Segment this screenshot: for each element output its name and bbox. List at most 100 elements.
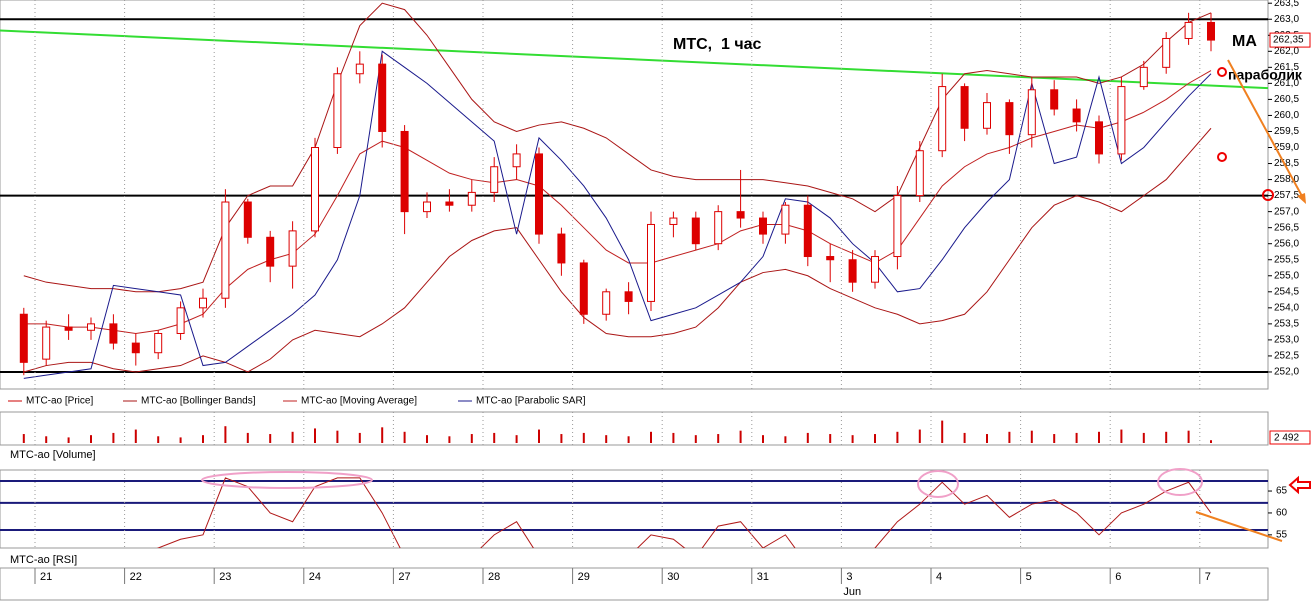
x-tick-label: 31: [757, 571, 769, 583]
arrow: [1227, 59, 1304, 199]
volume-bar: [112, 432, 115, 443]
candle-body: [1095, 121, 1103, 155]
candle-body: [871, 256, 879, 283]
candle-body: [512, 153, 521, 168]
volume-bar: [806, 432, 809, 443]
candle-body: [669, 217, 678, 225]
y-tick-label: 254,5: [1274, 286, 1299, 297]
candle-body: [1207, 21, 1215, 41]
candle-body: [803, 204, 812, 258]
x-tick-label: 22: [130, 571, 142, 583]
trend-line: [0, 29, 1268, 90]
volume-bar: [22, 434, 25, 443]
volume-bar: [448, 436, 451, 443]
legend-label: MTC-ao [Parabolic SAR]: [476, 396, 586, 407]
candle-body: [355, 63, 364, 75]
rsi-plot: [0, 477, 1268, 548]
candle-body: [154, 332, 163, 354]
candle-body: [87, 323, 95, 331]
volume-bar: [1098, 431, 1100, 443]
y-tick-label: 261,0: [1274, 78, 1299, 89]
volume-bar: [874, 434, 876, 443]
y-tick-label: 255,0: [1274, 270, 1299, 281]
candle-body: [400, 130, 409, 213]
x-tick-label: 24: [309, 571, 321, 583]
volume-bar: [403, 431, 406, 443]
candle-body: [490, 166, 499, 193]
candle-body: [691, 217, 700, 245]
candle-body: [1184, 21, 1193, 39]
price-plot: [0, 2, 1268, 379]
candle-body: [333, 73, 342, 149]
volume-bar: [224, 426, 227, 443]
volume-bar: [336, 430, 339, 443]
volume-bar: [538, 429, 540, 443]
candle-body: [445, 201, 454, 206]
parabolic-sar: [23, 50, 1212, 379]
y-tick-label: 253,0: [1274, 335, 1299, 346]
level-arrow: [1288, 475, 1311, 495]
candle-body: [266, 236, 275, 267]
volume-bar: [426, 435, 428, 443]
volume-bar: [1053, 434, 1056, 443]
candle-body: [42, 326, 51, 360]
annotation: МА: [1232, 33, 1257, 50]
y-tick-label: 256,0: [1274, 238, 1299, 249]
volume-bar: [918, 429, 921, 443]
month-label: Jun: [843, 586, 861, 598]
candle-body: [557, 233, 566, 264]
candle-body: [243, 201, 252, 238]
volume-bar: [1008, 431, 1011, 443]
candle-body: [1072, 108, 1081, 123]
y-tick-label: 263,5: [1274, 0, 1299, 9]
candle-body: [960, 86, 969, 129]
volume-bar: [1142, 432, 1145, 443]
volume-bar: [269, 434, 272, 443]
candle-body: [602, 291, 611, 315]
candle-body: [759, 217, 767, 235]
candle-body: [311, 147, 319, 232]
candle-body: [378, 63, 387, 132]
y-tick-label: 262,0: [1274, 46, 1299, 57]
candle-body: [1162, 37, 1171, 68]
candle-body: [826, 256, 835, 261]
volume-bar: [1030, 430, 1033, 443]
volume-bar: [650, 431, 652, 443]
arrow: [1195, 511, 1283, 542]
legend-label: MTC-ao [Bollinger Bands]: [141, 396, 256, 407]
volume-bar: [784, 436, 787, 443]
candle-body: [64, 326, 73, 331]
candle-body: [915, 150, 924, 197]
volume-bar: [717, 434, 720, 443]
highlight: [1157, 468, 1203, 496]
volume-bar: [358, 432, 361, 443]
volume-bar: [739, 430, 742, 443]
y-tick-label: 252,0: [1274, 367, 1299, 378]
x-tick-label: 7: [1205, 571, 1211, 583]
x-tick-label: 28: [488, 571, 500, 583]
candle-body: [109, 323, 118, 344]
y-tick-label: 257,0: [1274, 206, 1299, 217]
rsi-tick-label: 65: [1276, 486, 1288, 497]
arrow-head: [1297, 193, 1306, 204]
y-tick-label: 258,5: [1274, 158, 1299, 169]
candle-body: [221, 201, 230, 299]
x-tick-label: 23: [219, 571, 231, 583]
volume-bar: [896, 431, 899, 443]
y-tick-label: 258,0: [1274, 174, 1299, 185]
y-tick-label: 257,5: [1274, 190, 1299, 201]
volume-bar: [246, 432, 249, 443]
y-tick-label: 254,0: [1274, 302, 1299, 313]
marker-circle: [1262, 189, 1274, 201]
candle-body: [893, 195, 902, 258]
volume-bar: [515, 435, 518, 443]
x-tick-label: 5: [1026, 571, 1032, 583]
candle-body: [647, 223, 655, 302]
legend-label: MTC-ao [Price]: [26, 396, 93, 407]
volume-bar: [134, 429, 137, 443]
y-tick-label: 263,0: [1274, 14, 1299, 25]
x-tick-label: 30: [667, 571, 679, 583]
y-tick-label: 259,0: [1274, 142, 1299, 153]
